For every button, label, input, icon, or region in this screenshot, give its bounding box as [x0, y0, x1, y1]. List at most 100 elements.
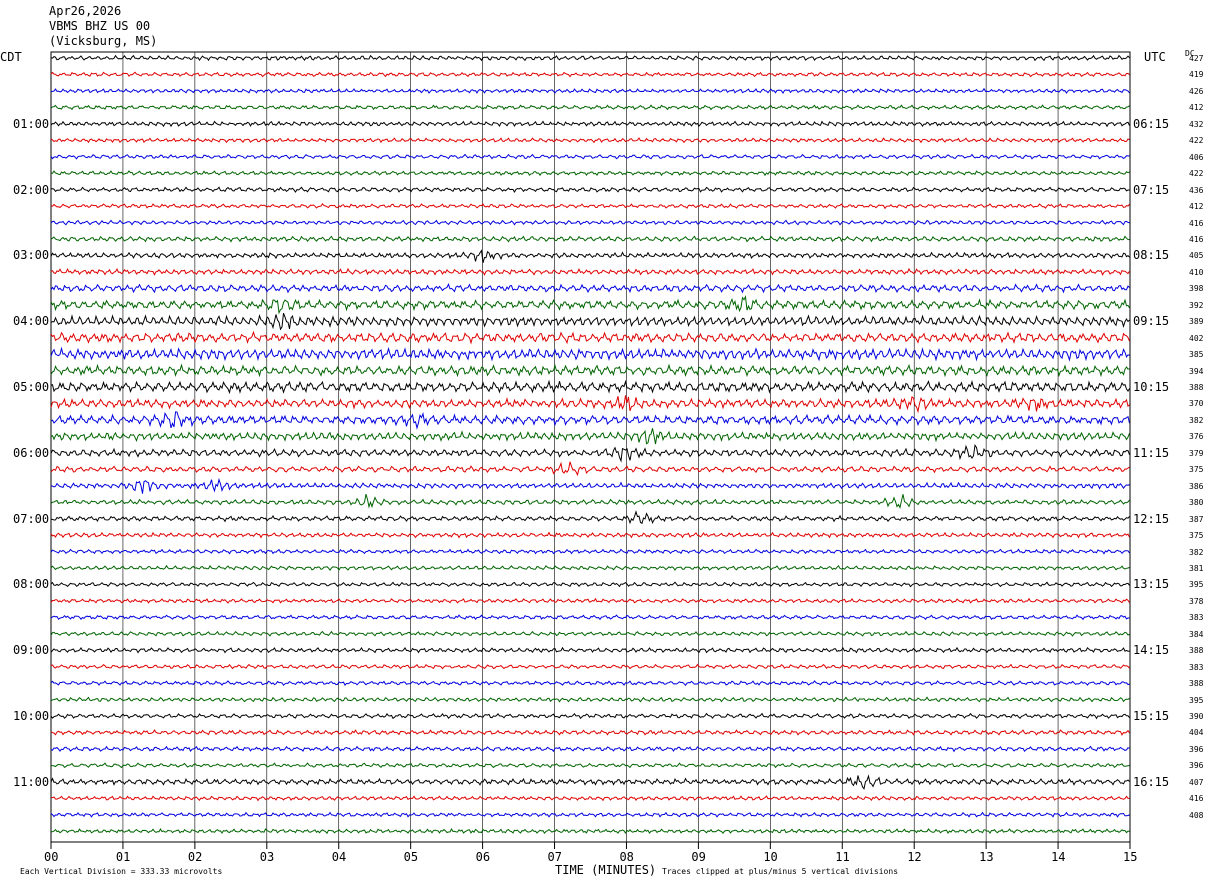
x-tick-label: 09 — [691, 850, 706, 864]
dc-offset-value: 389 — [1189, 317, 1204, 327]
trace-row — [50, 267, 1130, 276]
dc-offset-value: 379 — [1189, 448, 1204, 458]
trace-row — [51, 827, 1130, 835]
dc-offset-value: 386 — [1189, 481, 1204, 491]
dc-offset-value: 385 — [1189, 350, 1204, 360]
trace-row — [50, 745, 1130, 753]
trace-row — [50, 346, 1130, 362]
right-time-label: 06:15 — [1133, 116, 1170, 131]
left-time-label: 02:00 — [13, 182, 50, 197]
left-time-label: 04:00 — [13, 314, 50, 329]
dc-offset-value: 388 — [1189, 679, 1204, 689]
dc-offset-value: 416 — [1189, 794, 1204, 804]
x-tick-label: 07 — [547, 850, 562, 864]
trace-row — [50, 104, 1130, 111]
trace-row — [50, 712, 1130, 720]
left-time-label: 05:00 — [13, 380, 50, 394]
dc-offset-value: 402 — [1189, 333, 1204, 343]
left-time-label: 11:00 — [13, 774, 50, 789]
dc-offset-value: 398 — [1189, 284, 1204, 294]
dc-offset-value: 375 — [1189, 531, 1204, 541]
x-tick-label: 04 — [331, 850, 347, 864]
dc-offset-value: 412 — [1189, 103, 1204, 113]
trace-row — [50, 411, 1130, 430]
trace-row — [50, 71, 1130, 78]
trace-row — [50, 219, 1130, 226]
dc-offset-value: 383 — [1189, 662, 1204, 672]
dc-offset-value: 395 — [1189, 695, 1204, 705]
dc-offset-value: 380 — [1189, 498, 1204, 508]
dc-offset-value: 382 — [1189, 415, 1204, 425]
dc-offset-value: 375 — [1189, 465, 1204, 475]
left-time-label: 09:00 — [13, 643, 50, 658]
trace-row — [50, 663, 1130, 670]
right-zone-label: UTC — [1144, 50, 1166, 64]
left-time-label: 07:00 — [13, 511, 50, 526]
trace-row — [50, 548, 1130, 555]
dc-offset-value: 395 — [1189, 580, 1204, 590]
station-location: (Vicksburg, MS) — [49, 34, 158, 48]
x-tick-label: 06 — [475, 850, 491, 864]
dc-offset-value: 408 — [1189, 810, 1204, 820]
trace-row — [50, 493, 1130, 509]
trace-row — [50, 202, 1130, 210]
dc-offset-value: 416 — [1189, 218, 1204, 228]
trace-row — [50, 811, 1130, 818]
dc-offset-value: 419 — [1189, 70, 1204, 80]
dc-offset-value: 436 — [1189, 185, 1204, 195]
dc-offset-value: 416 — [1189, 234, 1204, 244]
trace-row — [50, 153, 1130, 160]
left-time-label: 08:00 — [13, 577, 50, 592]
right-time-label: 14:15 — [1133, 643, 1170, 658]
dc-offset-value: 388 — [1189, 383, 1204, 392]
trace-row — [50, 696, 1130, 703]
dc-offset-value: 406 — [1189, 152, 1204, 162]
x-axis-label: TIME (MINUTES) — [555, 863, 657, 877]
trace-row — [50, 87, 1130, 95]
dc-offset-value: 382 — [1189, 547, 1204, 557]
plot-frame — [50, 51, 1131, 843]
trace-row — [50, 461, 1130, 477]
dc-offset-value: 394 — [1189, 366, 1204, 376]
x-tick-label: 01 — [115, 850, 131, 864]
trace-row — [50, 614, 1130, 621]
dc-offset-value: 422 — [1189, 169, 1204, 179]
dc-offset-value: 388 — [1189, 646, 1204, 656]
left-time-label: 06:00 — [13, 445, 50, 460]
trace-row — [50, 428, 1130, 445]
trace-row — [50, 379, 1130, 395]
dc-offset-value: 387 — [1189, 514, 1204, 524]
right-time-label: 11:15 — [1133, 445, 1170, 460]
right-time-label: 13:15 — [1133, 577, 1170, 592]
dc-offset-value: 381 — [1189, 563, 1204, 573]
left-time-label: 03:00 — [13, 248, 50, 263]
trace-row — [51, 762, 1130, 769]
dc-offset-value: 407 — [1189, 777, 1204, 787]
dc-offset-value: 427 — [1189, 54, 1204, 63]
trace-row — [50, 295, 1130, 315]
trace-row — [50, 646, 1130, 654]
x-tick-label: 00 — [44, 850, 59, 864]
right-time-label: 15:15 — [1133, 709, 1170, 723]
trace-row — [50, 597, 1130, 604]
dc-offset-value: 410 — [1189, 267, 1204, 277]
dc-offset-value: 404 — [1189, 728, 1204, 738]
dc-offset-value: 405 — [1189, 251, 1204, 261]
right-time-label: 07:15 — [1133, 182, 1170, 197]
dc-offset-value: 396 — [1189, 744, 1204, 754]
x-tick-label: 14 — [1051, 850, 1066, 864]
trace-row — [50, 170, 1130, 177]
x-tick-label: 10 — [763, 850, 778, 864]
dc-label: DC — [1185, 49, 1195, 58]
x-tick-label: 15 — [1123, 850, 1138, 864]
x-tick-label: 05 — [403, 850, 419, 864]
right-time-label: 08:15 — [1133, 248, 1170, 263]
right-time-label: 10:15 — [1133, 380, 1170, 394]
trace-row — [50, 282, 1130, 294]
clip-note: Traces clipped at plus/minus 5 vertical … — [662, 867, 899, 876]
x-tick-label: 12 — [907, 850, 922, 864]
minute-grid — [122, 52, 1059, 842]
dc-offset-value: 426 — [1189, 86, 1204, 96]
trace-row — [50, 680, 1130, 687]
left-time-label: 10:00 — [13, 709, 50, 723]
